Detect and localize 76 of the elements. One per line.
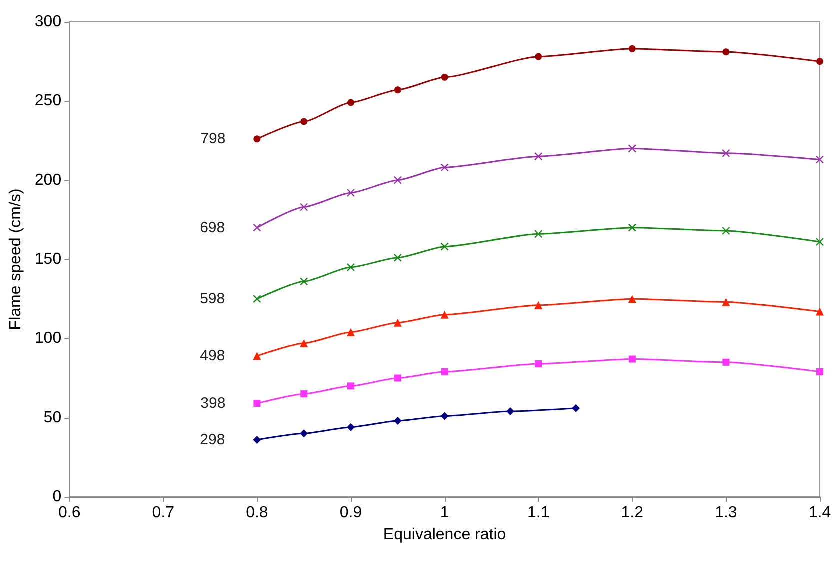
point	[394, 176, 402, 184]
point	[346, 263, 356, 272]
point	[253, 224, 262, 232]
point	[535, 360, 542, 368]
point	[722, 149, 730, 158]
point	[816, 58, 824, 66]
point	[394, 318, 402, 327]
point	[534, 152, 543, 161]
point	[254, 400, 261, 408]
point	[572, 404, 580, 412]
x-tick-label: 1.3	[715, 504, 738, 522]
series-label: 698	[200, 219, 226, 236]
point	[816, 368, 824, 376]
point	[440, 164, 449, 172]
point	[346, 188, 356, 198]
series-label: 298	[200, 432, 226, 448]
point	[394, 86, 402, 94]
point	[394, 254, 402, 262]
x-axis-title: Equivalence ratio	[383, 526, 506, 544]
x-tick-label: 0.6	[58, 504, 81, 522]
point	[535, 53, 542, 60]
point	[394, 417, 402, 425]
point	[346, 423, 355, 432]
point	[628, 295, 636, 304]
point	[440, 310, 449, 319]
point	[628, 224, 636, 232]
series-label: 798	[200, 130, 226, 148]
point	[300, 430, 308, 438]
point	[347, 382, 354, 390]
y-tick-label: 100	[34, 330, 62, 348]
point	[722, 358, 730, 366]
point	[816, 238, 824, 246]
point	[300, 203, 308, 212]
series-label: 398	[200, 395, 226, 412]
series-label: 498	[200, 348, 226, 365]
point	[253, 436, 262, 444]
point	[300, 278, 308, 286]
point	[253, 352, 262, 360]
point	[441, 368, 448, 376]
series-label: 598	[200, 290, 226, 308]
y-tick-label: 50	[44, 409, 62, 426]
x-tick-label: 1.1	[527, 504, 550, 522]
point	[722, 48, 730, 56]
point	[394, 374, 402, 382]
point	[722, 298, 730, 306]
point	[628, 45, 636, 52]
y-tick-label: 0	[52, 488, 62, 506]
y-tick-label: 150	[34, 251, 62, 268]
x-tick-label: 1	[440, 504, 450, 522]
point	[300, 118, 308, 126]
point	[628, 356, 636, 363]
point	[346, 328, 355, 336]
point	[348, 99, 354, 106]
y-tick-label: 300	[34, 14, 62, 30]
x-tick-label: 1.4	[808, 504, 832, 522]
point	[440, 412, 449, 420]
point	[506, 408, 514, 416]
point	[628, 144, 636, 153]
x-tick-label: 0.8	[246, 504, 268, 522]
x-tick-label: 0.9	[340, 504, 362, 522]
point	[440, 242, 449, 251]
point	[816, 308, 824, 316]
x-tick-label: 1.2	[621, 504, 644, 522]
y-tick-label: 250	[34, 92, 62, 110]
point	[254, 136, 261, 143]
point	[253, 294, 262, 304]
point	[534, 230, 543, 238]
point	[816, 156, 824, 164]
point	[534, 301, 543, 310]
x-tick-label: 0.7	[152, 504, 175, 522]
point	[722, 226, 730, 236]
point	[441, 74, 448, 81]
y-tick-label: 200	[34, 172, 62, 189]
point	[300, 339, 308, 348]
y-axis-title: Flame speed (cm/s)	[8, 188, 24, 330]
point	[300, 390, 308, 398]
